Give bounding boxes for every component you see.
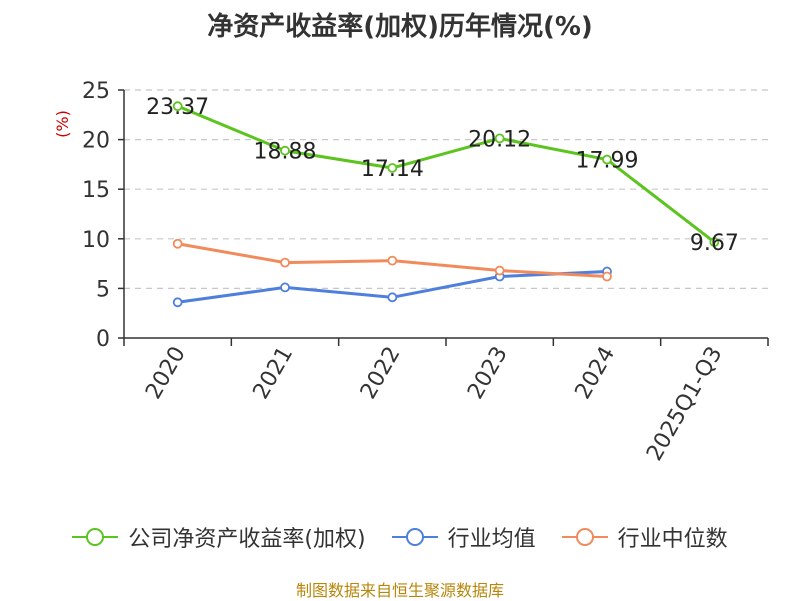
legend-swatch xyxy=(72,527,119,547)
data-point xyxy=(172,297,183,308)
x-tick-label: 2023 xyxy=(463,343,513,404)
grid-layer xyxy=(124,89,768,289)
data-label: 17.99 xyxy=(576,149,639,174)
x-tick-label: 2025Q1-Q3 xyxy=(642,343,727,466)
y-axis-label: (%) xyxy=(53,110,72,138)
data-point xyxy=(387,163,398,173)
y-tick-label: 5 xyxy=(96,277,110,302)
data-label: 9.67 xyxy=(690,231,739,256)
legend: 公司净资产收益率(加权) 行业均值 行业中位数 xyxy=(0,517,800,557)
legend-item: 行业中位数 xyxy=(561,521,728,553)
data-point xyxy=(280,257,290,268)
data-point xyxy=(387,255,398,266)
data-label: 23.37 xyxy=(146,95,209,120)
series-layer xyxy=(172,101,720,308)
data-point xyxy=(494,265,505,276)
legend-swatch xyxy=(391,527,438,547)
y-tick-label: 20 xyxy=(82,129,110,154)
legend-label: 公司净资产收益率(加权) xyxy=(128,527,366,552)
y-tick-label: 15 xyxy=(82,178,110,203)
data-point xyxy=(280,145,290,156)
x-tick-label: 2021 xyxy=(249,343,299,404)
y-tick-label: 25 xyxy=(82,79,110,104)
x-tick-label: 2022 xyxy=(356,343,406,404)
x-tick-label: 2020 xyxy=(141,343,191,404)
data-label: 18.88 xyxy=(254,140,317,165)
data-label-layer: 23.37 18.88 17.14 20.12 17.99 9.67 xyxy=(146,95,739,256)
x-tick-label: 2024 xyxy=(571,343,621,404)
chart-title: 净资产收益率(加权)历年情况(%) xyxy=(207,12,593,42)
data-point xyxy=(602,154,612,165)
legend-swatch xyxy=(561,527,608,547)
legend-label: 行业中位数 xyxy=(617,527,728,552)
legend-label: 行业均值 xyxy=(447,527,536,552)
source-note: 制图数据来自恒生聚源数据库 xyxy=(295,581,504,600)
data-point xyxy=(172,238,183,249)
data-point xyxy=(494,133,505,144)
y-tick-label: 10 xyxy=(82,228,110,253)
y-tick-label: 0 xyxy=(96,327,110,352)
series-line-0 xyxy=(177,104,716,244)
data-point xyxy=(172,101,183,112)
legend-item: 行业均值 xyxy=(391,521,536,553)
axis-layer: 0 5 10 15 20 25 (%) 2020 2021 2022 2023 2024 2025Q1-… xyxy=(53,79,769,466)
legend-item: 公司净资产收益率(加权) xyxy=(72,521,366,553)
data-label: 20.12 xyxy=(468,127,531,152)
data-label: 17.14 xyxy=(361,157,424,182)
data-point xyxy=(387,292,398,303)
data-point xyxy=(280,282,290,293)
data-point xyxy=(709,237,720,247)
data-point xyxy=(602,271,612,282)
